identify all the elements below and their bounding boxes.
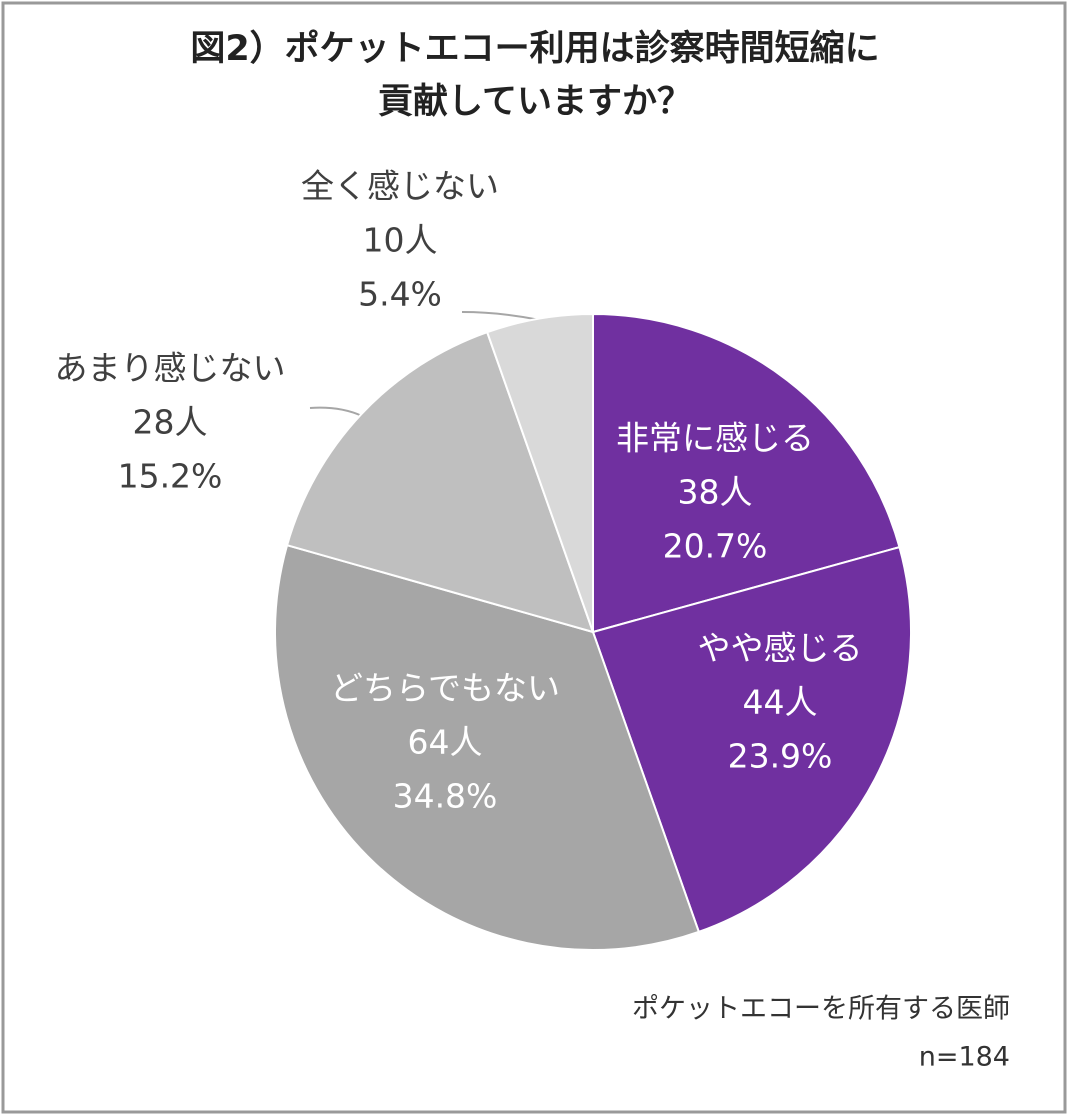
- category-label: 全く感じない: [301, 167, 499, 206]
- count-label: 44人: [743, 683, 818, 722]
- pie-slice: [485, 312, 594, 633]
- category-label: あまり感じない: [55, 349, 286, 388]
- note: ポケットエコーを所有する医師: [632, 994, 1010, 1025]
- category-label: やや感じる: [698, 629, 863, 668]
- value-label: 34.8%: [393, 777, 498, 816]
- category-label: 非常に感じる: [616, 419, 814, 458]
- value-label: 20.7%: [663, 527, 768, 566]
- pie-slice: [274, 543, 701, 951]
- pie-slice: [591, 545, 912, 934]
- count-label: 10人: [363, 221, 438, 260]
- value-label: 15.2%: [118, 457, 223, 496]
- pie-slice: [592, 312, 901, 634]
- count-label: 38人: [678, 473, 753, 512]
- value-label: 23.9%: [728, 737, 833, 776]
- sample-size: n=184: [919, 1042, 1010, 1073]
- leader-line: [461, 311, 541, 321]
- chart-title: 図2）ポケットエコー利用は診察時間短縮に: [190, 28, 879, 69]
- count-label: 64人: [408, 723, 483, 762]
- chart-title: 貢献していますか？: [378, 82, 692, 122]
- category-label: どちらでもない: [330, 669, 560, 708]
- value-label: 5.4%: [358, 275, 442, 314]
- leader-line: [309, 406, 363, 417]
- pie-slice: [285, 330, 595, 634]
- count-label: 28人: [133, 403, 208, 442]
